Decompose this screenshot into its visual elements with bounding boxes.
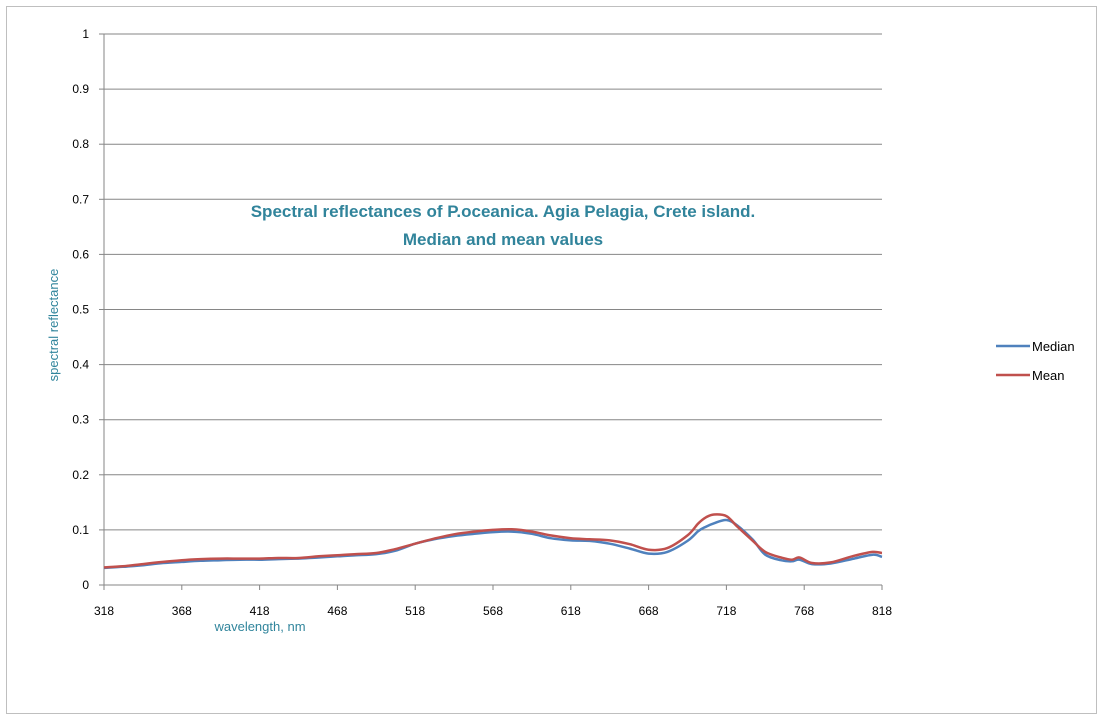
y-tick-label: 0.4 [72, 358, 89, 372]
x-tick-label: 768 [794, 604, 814, 618]
legend-label-median: Median [1032, 339, 1075, 354]
y-axis-title: spectral reflectance [46, 269, 61, 382]
y-tick-label: 0.6 [72, 247, 89, 261]
series-line-mean [103, 513, 883, 569]
y-tick-label: 0 [82, 578, 89, 592]
x-tick-label: 318 [94, 604, 114, 618]
y-tick-label: 0.8 [72, 137, 89, 151]
x-tick-label: 368 [172, 604, 192, 618]
x-tick-label: 568 [483, 604, 503, 618]
x-tick-label: 518 [405, 604, 425, 618]
x-tick-label: 668 [639, 604, 659, 618]
x-tick-label: 418 [250, 604, 270, 618]
x-axis-ticks: 318 368 418 468 518 568 618 668 718 768 818 [94, 585, 892, 618]
x-tick-label: 718 [716, 604, 736, 618]
gridlines [104, 33, 882, 531]
y-tick-label: 0.1 [72, 523, 89, 537]
x-tick-label: 818 [872, 604, 892, 618]
chart-title-line-1: Spectral reflectances of P.oceanica. Agi… [251, 202, 756, 221]
chart-title-line-2: Median and mean values [403, 230, 603, 249]
legend: Median Mean [996, 339, 1075, 383]
chart-frame [6, 6, 1097, 714]
y-tick-label: 0.5 [72, 303, 89, 317]
series-line-median [103, 518, 883, 570]
x-tick-label: 468 [327, 604, 347, 618]
y-tick-label: 0.9 [72, 82, 89, 96]
y-tick-label: 0.2 [72, 468, 89, 482]
y-tick-label: 1 [82, 27, 89, 41]
y-axis-ticks: 0 0.1 0.2 0.3 0.4 0.5 0.6 0.7 0.8 0.9 1 [72, 27, 104, 592]
x-axis-title: wavelength, nm [213, 619, 305, 634]
y-tick-label: 0.3 [72, 413, 89, 427]
legend-label-mean: Mean [1032, 368, 1065, 383]
y-tick-label: 0.7 [72, 192, 89, 206]
x-tick-label: 618 [561, 604, 581, 618]
series-lines [103, 513, 883, 570]
